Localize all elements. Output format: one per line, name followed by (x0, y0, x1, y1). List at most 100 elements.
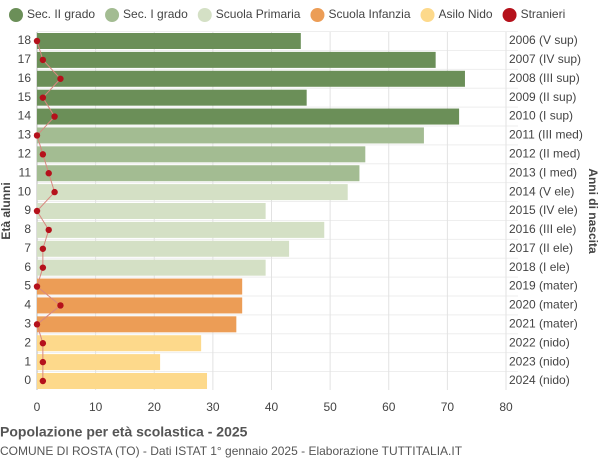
bar (37, 278, 243, 295)
y2-tick-label: 2009 (II sup) (509, 90, 576, 104)
x-tick-label: 20 (148, 400, 162, 414)
legend-marker (420, 8, 435, 22)
bar (37, 373, 208, 389)
legend-marker (310, 8, 325, 22)
y-tick-label: 16 (18, 71, 32, 85)
y2-tick-label: 2019 (mater) (509, 279, 578, 293)
legend-item: Scuola Primaria (197, 7, 301, 22)
bar (37, 108, 460, 125)
point (51, 113, 58, 120)
y2-tick-label: 2013 (I med) (509, 165, 577, 179)
legend-item: Asilo Nido (420, 7, 493, 22)
y-tick-label: 11 (19, 165, 32, 179)
y-tick-label: 3 (24, 317, 31, 331)
y-tick-label: 18 (18, 33, 32, 47)
legend-marker (502, 8, 517, 22)
bar (37, 146, 366, 163)
legend-item: Scuola Infanzia (310, 7, 411, 22)
x-tick-label: 60 (382, 400, 396, 414)
point (57, 302, 64, 309)
legend-label: Asilo Nido (439, 7, 493, 21)
y-tick-label: 4 (24, 298, 31, 312)
point (39, 245, 47, 252)
y2-tick-label: 2010 (I sup) (509, 109, 573, 123)
legend-label: Stranieri (521, 7, 566, 21)
bar (37, 221, 325, 238)
y2-tick-label: 2018 (I ele) (509, 260, 570, 274)
legend-label: Scuola Infanzia (328, 7, 410, 21)
y2-tick-label: 2016 (III ele) (509, 222, 576, 236)
bar (37, 335, 202, 352)
y2-axis-label: Anni di nascita (586, 168, 600, 254)
legend-marker (9, 8, 23, 22)
y-tick-label: 0 (24, 373, 31, 387)
y-tick-label: 15 (18, 90, 32, 104)
x-tick-label: 10 (89, 400, 103, 414)
point (39, 340, 47, 347)
bar (37, 184, 348, 201)
y-tick-label: 6 (24, 260, 31, 274)
y2-tick-label: 2007 (IV sup) (509, 52, 581, 66)
chart-subtitle: COMUNE DI ROSTA (TO) - Dati ISTAT 1° gen… (0, 444, 463, 458)
bar (37, 89, 307, 106)
point (33, 321, 41, 328)
point (33, 37, 41, 45)
bar (37, 259, 266, 276)
y-tick-label: 8 (24, 222, 31, 236)
legend-item: Sec. I grado (105, 7, 188, 22)
bar (37, 316, 237, 333)
y-tick-label: 7 (24, 241, 31, 255)
bar (37, 203, 266, 219)
point (33, 207, 41, 215)
chart-title: Popolazione per età scolastica - 2025 (0, 424, 248, 440)
point (39, 358, 47, 366)
legend-label: Scuola Primaria (216, 7, 301, 21)
x-tick-label: 40 (265, 400, 279, 414)
bar (37, 127, 424, 144)
y2-tick-label: 2017 (II ele) (509, 241, 573, 255)
bar (37, 70, 465, 87)
bar (37, 165, 360, 182)
y2-tick-label: 2014 (V ele) (509, 184, 574, 198)
x-tick-label: 70 (441, 400, 455, 414)
point (39, 151, 47, 158)
point (39, 94, 47, 101)
y2-tick-label: 2022 (nido) (509, 335, 570, 349)
bar (37, 51, 436, 68)
y-tick-label: 12 (18, 147, 32, 161)
y2-tick-label: 2020 (mater) (509, 298, 578, 312)
legend-marker (105, 8, 120, 22)
x-tick-label: 50 (323, 400, 337, 414)
y-tick-label: 9 (24, 203, 31, 217)
y-tick-label: 13 (18, 128, 32, 142)
y-tick-label: 17 (18, 52, 32, 66)
legend-item: Sec. II grado (9, 7, 95, 22)
y2-tick-label: 2006 (V sup) (509, 33, 578, 47)
y2-tick-label: 2021 (mater) (509, 317, 578, 331)
legend-label: Sec. II grado (27, 7, 95, 21)
legend-label: Sec. I grado (123, 7, 188, 21)
legend-marker (197, 8, 212, 22)
bar (37, 297, 243, 314)
y2-tick-label: 2012 (II med) (509, 147, 580, 161)
y2-tick-label: 2024 (nido) (509, 373, 570, 387)
point (33, 283, 41, 290)
y-tick-label: 2 (24, 335, 31, 349)
y-tick-label: 14 (18, 109, 32, 123)
point (45, 170, 52, 177)
bar (37, 354, 161, 371)
y-axis-label: Età alunni (0, 182, 13, 239)
y-tick-label: 1 (24, 354, 31, 368)
y2-tick-label: 2023 (nido) (509, 354, 570, 368)
point (39, 56, 47, 64)
point (57, 75, 64, 82)
bar (37, 33, 301, 49)
y-tick-label: 5 (24, 279, 31, 293)
y2-tick-label: 2008 (III sup) (509, 71, 580, 85)
y2-tick-label: 2011 (III med) (509, 128, 583, 142)
x-tick-label: 80 (499, 400, 513, 414)
point (39, 264, 47, 271)
x-tick-label: 30 (206, 400, 220, 414)
point (51, 188, 58, 196)
